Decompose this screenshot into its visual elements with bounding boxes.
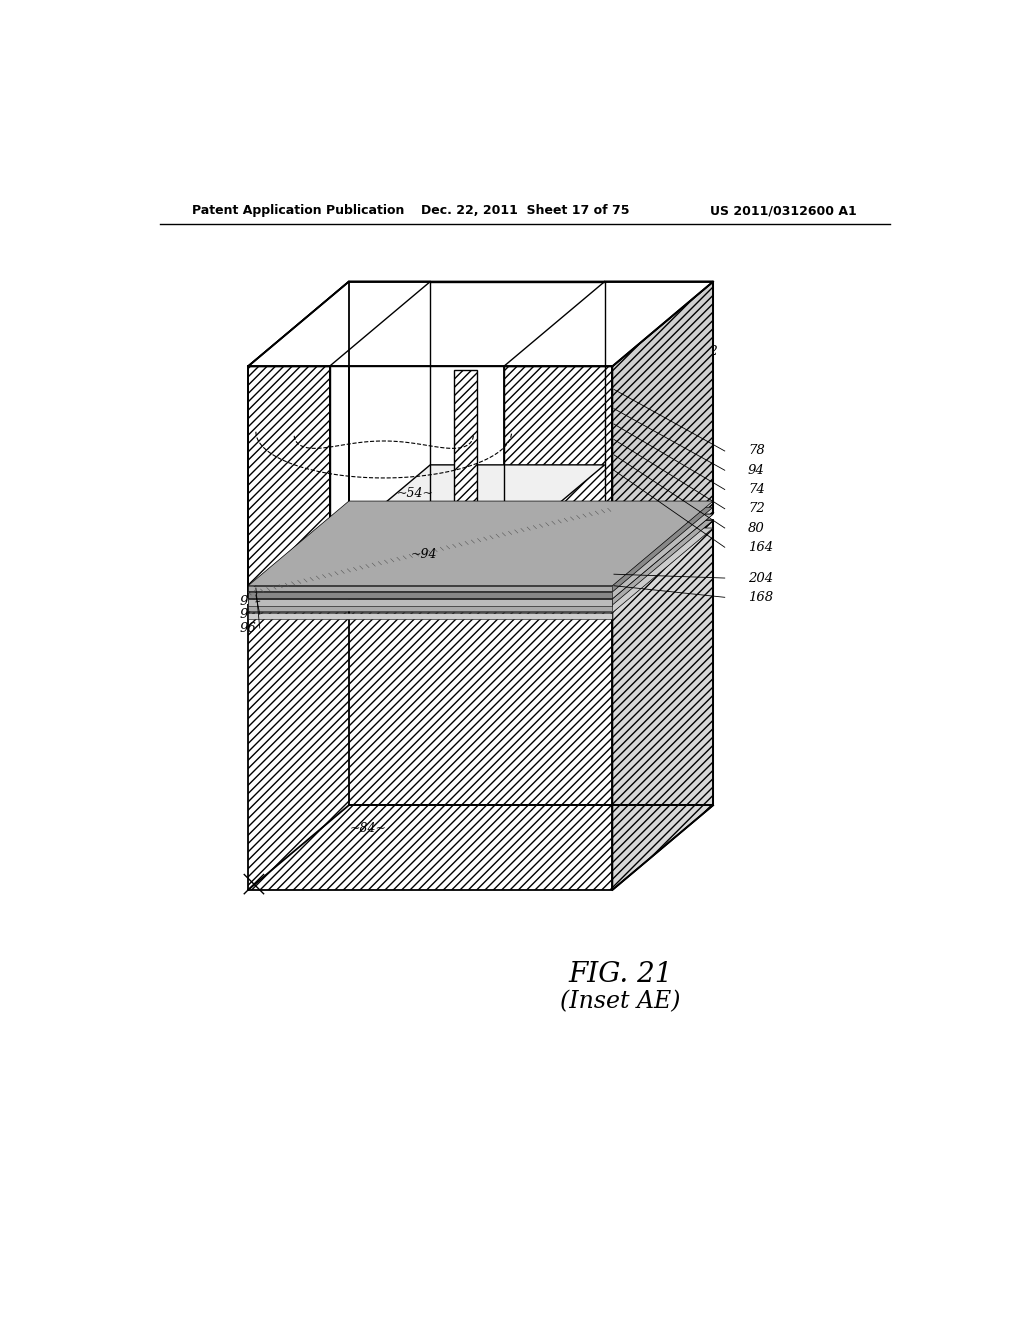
Polygon shape <box>488 503 535 553</box>
Text: ~84~: ~84~ <box>350 822 387 834</box>
Polygon shape <box>248 612 612 619</box>
Polygon shape <box>248 586 612 591</box>
Text: ~94: ~94 <box>411 548 437 561</box>
Polygon shape <box>248 528 713 612</box>
Polygon shape <box>248 281 713 367</box>
Polygon shape <box>248 515 713 599</box>
Polygon shape <box>504 367 612 597</box>
Polygon shape <box>454 370 477 549</box>
Text: US 2011/0312600 A1: US 2011/0312600 A1 <box>710 205 856 218</box>
Text: 90: 90 <box>240 607 256 620</box>
Polygon shape <box>248 507 713 591</box>
Text: 80: 80 <box>748 521 765 535</box>
Polygon shape <box>248 605 612 890</box>
Text: 122: 122 <box>348 433 392 446</box>
Text: 72: 72 <box>748 502 765 515</box>
Polygon shape <box>330 548 445 590</box>
Polygon shape <box>248 502 713 586</box>
Polygon shape <box>248 591 612 598</box>
Polygon shape <box>248 515 713 599</box>
Text: 74: 74 <box>748 483 765 496</box>
Text: 92: 92 <box>240 594 256 607</box>
Polygon shape <box>248 605 612 611</box>
Text: FIG. 21: FIG. 21 <box>568 961 673 989</box>
Polygon shape <box>248 281 430 367</box>
Text: (Inset AE): (Inset AE) <box>560 990 680 1012</box>
Text: 94: 94 <box>748 463 765 477</box>
Polygon shape <box>330 465 604 549</box>
Polygon shape <box>248 520 713 605</box>
Text: 164: 164 <box>748 541 773 554</box>
Text: ~54~: ~54~ <box>396 487 433 500</box>
Text: 204: 204 <box>748 572 773 585</box>
Text: 96: 96 <box>240 622 256 635</box>
Polygon shape <box>330 367 504 597</box>
Polygon shape <box>484 511 527 553</box>
Polygon shape <box>248 520 713 605</box>
Polygon shape <box>612 281 713 597</box>
Polygon shape <box>330 548 445 590</box>
Polygon shape <box>504 281 713 367</box>
Text: 168: 168 <box>748 591 773 603</box>
Polygon shape <box>248 599 612 605</box>
Polygon shape <box>248 599 612 606</box>
Text: Dec. 22, 2011  Sheet 17 of 75: Dec. 22, 2011 Sheet 17 of 75 <box>421 205 629 218</box>
Polygon shape <box>612 520 713 890</box>
Polygon shape <box>341 527 384 557</box>
Text: Patent Application Publication: Patent Application Publication <box>191 205 403 218</box>
Text: 82: 82 <box>665 288 718 358</box>
Polygon shape <box>248 367 330 597</box>
Polygon shape <box>330 281 604 367</box>
Text: 78: 78 <box>748 445 765 458</box>
